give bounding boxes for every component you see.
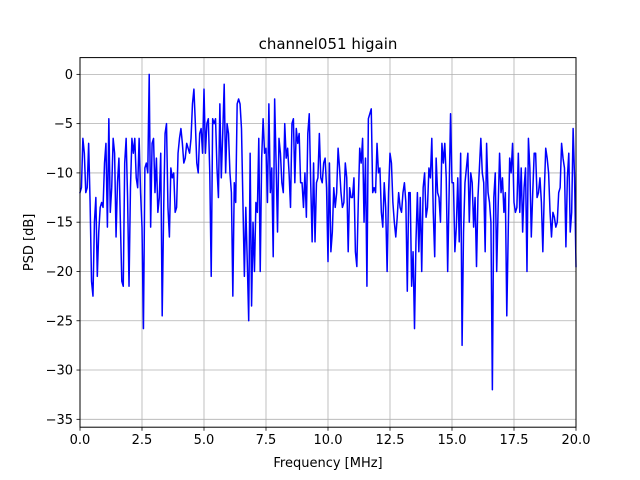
y-axis-label: PSD [dB] <box>22 214 37 272</box>
tick-layer: 0.0 2.5 5.0 7.5 10.0 12.5 15.0 17.5 20.0 0 −5 −10 −1… <box>46 68 591 448</box>
chart-title: channel051 higain <box>259 35 398 53</box>
x-tick-label: 12.5 <box>376 433 405 448</box>
y-tick-label: −25 <box>46 314 73 329</box>
y-tick-label: −20 <box>46 265 73 280</box>
x-tick-label: 17.5 <box>500 433 529 448</box>
x-tick-label: 20.0 <box>562 433 591 448</box>
x-tick-label: 2.5 <box>132 433 153 448</box>
x-tick-label: 10.0 <box>314 433 343 448</box>
x-tick-label: 5.0 <box>194 433 215 448</box>
y-tick-label: 0 <box>65 68 73 83</box>
series-layer <box>79 73 577 391</box>
x-tick-label: 7.5 <box>256 433 277 448</box>
series-line <box>79 73 577 391</box>
x-tick-label: 0.0 <box>70 433 91 448</box>
x-tick-label: 15.0 <box>438 433 467 448</box>
y-tick-label: −15 <box>46 216 73 231</box>
y-tick-label: −35 <box>46 413 73 428</box>
y-tick-label: −5 <box>54 117 73 132</box>
y-tick-label: −30 <box>46 364 73 379</box>
x-axis-label: Frequency [MHz] <box>273 456 382 471</box>
y-tick-label: −10 <box>46 166 73 181</box>
